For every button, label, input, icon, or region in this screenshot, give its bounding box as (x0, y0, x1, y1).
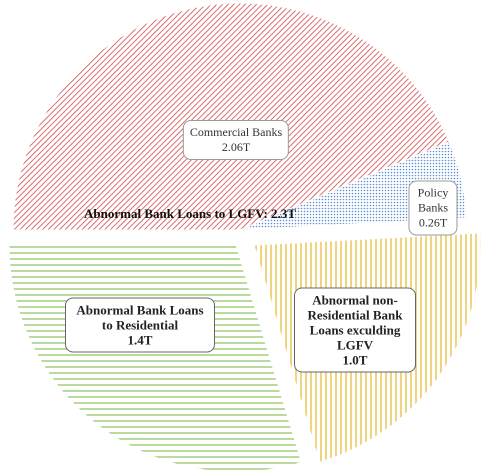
slice-name: Abnormal Bank Loans to Residential (76, 302, 204, 333)
slice-label: Abnormal Bank Loans to Residential 1.4T (65, 297, 215, 353)
slice-value: 1.0T (342, 352, 368, 368)
slice-value: 1.4T (127, 332, 153, 348)
pie-slice (12, 2, 450, 231)
slice-name: Policy Banks (417, 185, 449, 215)
slice-label: Policy Banks 0.26T (408, 180, 458, 236)
slice-value: 2.06T (221, 140, 251, 154)
slice-label: Abnormal non-Residential Bank Loans excu… (294, 287, 416, 373)
slice-name: Commercial Banks (189, 125, 283, 139)
slice-value: 0.26T (418, 215, 448, 230)
pie-slice (8, 244, 303, 471)
slice-label: Commercial Banks 2.06T (182, 120, 290, 160)
group-annotation: Abnormal Bank Loans to LGFV: 2.3T (84, 206, 296, 221)
slice-name: Abnormal non-Residential Bank Loans excu… (307, 292, 403, 353)
